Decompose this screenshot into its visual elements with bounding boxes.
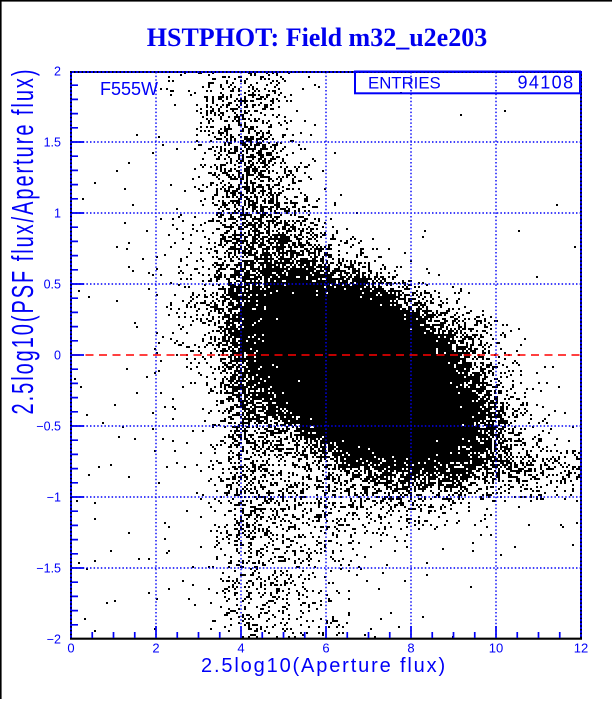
svg-text:1.5: 1.5: [44, 136, 61, 150]
svg-text:2: 2: [152, 641, 159, 656]
svg-text:0.5: 0.5: [44, 278, 61, 292]
svg-text:0: 0: [67, 641, 74, 656]
svg-text:4: 4: [237, 641, 244, 656]
svg-text:94108: 94108: [517, 73, 574, 93]
svg-text:1: 1: [54, 207, 61, 221]
svg-text:2.5log10(Aperture flux): 2.5log10(Aperture flux): [201, 655, 447, 677]
svg-text:2.5log10(PSF flux/Aperture flu: 2.5log10(PSF flux/Aperture flux): [4, 68, 40, 415]
svg-text:−0.5: −0.5: [36, 420, 61, 434]
svg-text:F555W: F555W: [100, 79, 158, 99]
svg-text:−2: −2: [47, 633, 61, 647]
svg-text:−1.5: −1.5: [36, 562, 61, 576]
svg-text:6: 6: [322, 641, 329, 656]
svg-text:−1: −1: [47, 491, 61, 505]
svg-text:0: 0: [54, 349, 61, 363]
svg-text:12: 12: [574, 641, 588, 656]
svg-text:8: 8: [407, 641, 414, 656]
svg-text:10: 10: [489, 641, 503, 656]
svg-text:ENTRIES: ENTRIES: [368, 74, 441, 93]
svg-text:HSTPHOT: Field m32_u2e203: HSTPHOT: Field m32_u2e203: [147, 23, 487, 52]
svg-text:2: 2: [54, 65, 61, 79]
